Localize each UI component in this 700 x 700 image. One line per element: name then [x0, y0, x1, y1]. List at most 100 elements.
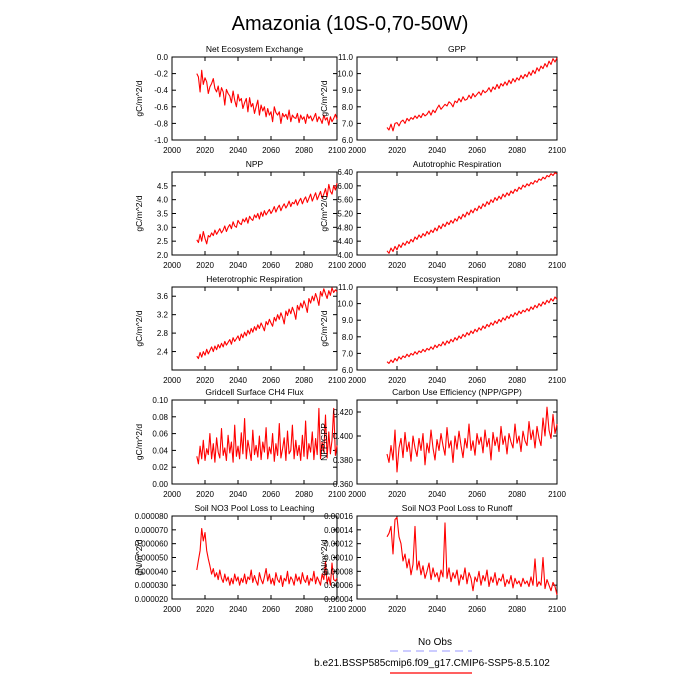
- y-tick-label: 0.02: [152, 463, 168, 472]
- y-tick-label: 4.0: [157, 196, 169, 205]
- plot-frame: [171, 171, 338, 256]
- x-tick-label: 2080: [508, 261, 526, 270]
- y-axis-label: gC/m^2/d: [134, 310, 144, 346]
- x-tick-label: 2000: [163, 261, 181, 270]
- x-tick-label: 2040: [229, 605, 247, 614]
- y-tick-label: 3.2: [157, 311, 169, 320]
- y-axis-label: gC/m^2/d: [134, 195, 144, 231]
- series-line: [386, 406, 558, 473]
- chart-panel-7: Gridcell Surface CH4 Flux gC/m^2/d 2000 202…: [134, 387, 346, 499]
- y-tick-label: 0.10: [152, 396, 168, 405]
- y-tick-label: 2.5: [157, 237, 169, 246]
- y-tick-label: 4.80: [337, 223, 353, 232]
- y-tick-label: 6.40: [337, 168, 353, 177]
- y-tick-label: -1.0: [154, 136, 168, 145]
- x-tick-label: 2080: [295, 146, 313, 155]
- y-tick-label: 0.000070: [135, 526, 169, 535]
- x-tick-label: 2000: [348, 605, 366, 614]
- y-tick-label: 0.06: [152, 430, 168, 439]
- series-line: [196, 407, 338, 465]
- plot-frame: [356, 399, 558, 485]
- y-tick-label: 9.0: [342, 316, 354, 325]
- x-tick-label: 2080: [295, 376, 313, 385]
- y-tick-label: 0.08: [152, 413, 168, 422]
- y-tick-label: -0.8: [154, 119, 168, 128]
- plot-frame: [171, 399, 338, 485]
- y-tick-label: 6.0: [342, 136, 354, 145]
- x-tick-label: 2000: [348, 146, 366, 155]
- x-tick-label: 2000: [163, 605, 181, 614]
- x-tick-label: 2020: [388, 261, 406, 270]
- plot-frame: [356, 286, 558, 371]
- x-tick-label: 2100: [328, 490, 346, 499]
- x-tick-label: 2060: [262, 261, 280, 270]
- x-tick-label: 2100: [328, 261, 346, 270]
- x-tick-label: 2100: [548, 146, 566, 155]
- x-tick-label: 2020: [388, 490, 406, 499]
- y-tick-label: 6.0: [342, 366, 354, 375]
- x-tick-label: 2020: [196, 261, 214, 270]
- y-tick-label: 0.00016: [324, 512, 353, 521]
- y-tick-label: 0.000080: [135, 512, 169, 521]
- y-tick-label: 10.0: [337, 70, 353, 79]
- x-tick-label: 2060: [468, 605, 486, 614]
- y-tick-label: 0.00014: [324, 526, 353, 535]
- chart-panel-2: GPP gC/m^2/d 2000 2020 2040 2060 2080 2100 11.0 1…: [319, 44, 566, 155]
- x-tick-label: 2100: [328, 376, 346, 385]
- y-tick-label: 2.0: [157, 251, 169, 260]
- panel-title: Net Ecosystem Exchange: [206, 44, 304, 54]
- y-tick-label: 0.00006: [324, 581, 353, 590]
- plot-frame: [356, 515, 558, 600]
- y-tick-label: 0.380: [333, 456, 354, 465]
- x-tick-label: 2060: [468, 490, 486, 499]
- x-tick-label: 2040: [229, 376, 247, 385]
- legend-model-label: b.e21.BSSP585cmip6.f09_g17.CMIP6-SSP5-8.…: [314, 658, 550, 669]
- series-line: [386, 296, 558, 364]
- x-tick-label: 2100: [548, 376, 566, 385]
- x-tick-label: 2040: [428, 605, 446, 614]
- x-tick-label: 2080: [508, 146, 526, 155]
- x-tick-label: 2100: [548, 261, 566, 270]
- x-tick-label: 2000: [348, 490, 366, 499]
- y-tick-label: 0.04: [152, 446, 168, 455]
- y-tick-label: 0.000020: [135, 595, 169, 604]
- y-axis-label: gC/m^2/d: [134, 80, 144, 116]
- y-tick-label: 10.0: [337, 300, 353, 309]
- chart-panel-5: Heterotrophic Respiration gC/m^2/d 2000 202…: [134, 274, 346, 385]
- panel-title: GPP: [448, 44, 466, 54]
- x-tick-label: 2080: [295, 490, 313, 499]
- y-tick-label: 0.000030: [135, 581, 169, 590]
- y-axis-label: gC/m^2/d: [319, 80, 329, 116]
- x-tick-label: 2020: [388, 376, 406, 385]
- panel-title: Heterotrophic Respiration: [206, 274, 303, 284]
- series-line: [196, 287, 338, 360]
- x-tick-label: 2100: [548, 605, 566, 614]
- x-tick-label: 2060: [468, 376, 486, 385]
- x-tick-label: 2100: [328, 146, 346, 155]
- x-tick-label: 2040: [428, 490, 446, 499]
- y-tick-label: 5.60: [337, 196, 353, 205]
- chart-panel-10: Soil NO3 Pool Loss to Runoff gN/m^2/d 2000…: [319, 503, 566, 614]
- y-tick-label: 3.6: [157, 292, 169, 301]
- y-tick-label: 8.0: [342, 103, 354, 112]
- y-tick-label: 0.000040: [135, 567, 169, 576]
- x-tick-label: 2060: [468, 146, 486, 155]
- x-tick-label: 2020: [388, 605, 406, 614]
- plot-frame: [171, 56, 338, 141]
- x-tick-label: 2060: [262, 146, 280, 155]
- x-tick-label: 2060: [262, 605, 280, 614]
- series-line: [386, 172, 558, 254]
- x-tick-label: 2000: [163, 490, 181, 499]
- panel-title: Autotrophic Respiration: [413, 159, 502, 169]
- y-axis-label: gN/m^2/d: [319, 539, 329, 575]
- x-tick-label: 2040: [229, 261, 247, 270]
- y-tick-label: 5.20: [337, 210, 353, 219]
- x-tick-label: 2040: [428, 146, 446, 155]
- x-tick-label: 2000: [348, 376, 366, 385]
- series-line: [196, 69, 338, 126]
- legend: No Obs b.e21.BSSP585cmip6.f09_g17.CMIP6-…: [314, 637, 550, 674]
- y-tick-label: 2.4: [157, 348, 169, 357]
- y-axis-label: gC/m^2/d: [319, 310, 329, 346]
- x-tick-label: 2060: [468, 261, 486, 270]
- series-line: [386, 516, 558, 596]
